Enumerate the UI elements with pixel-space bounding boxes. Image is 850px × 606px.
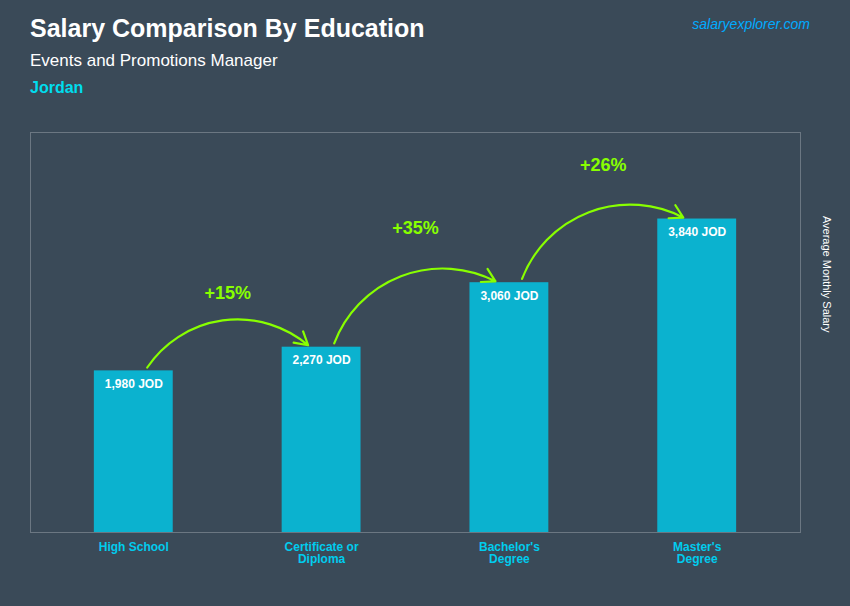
svg-text:3,840 JOD: 3,840 JOD — [668, 225, 726, 239]
html-text:Jordan: Jordan — [30, 79, 84, 96]
svg-text:+15%: +15% — [204, 283, 251, 303]
svg-text:Master'sDegree: Master'sDegree — [673, 540, 722, 566]
svg-text:Bachelor'sDegree: Bachelor'sDegree — [479, 540, 540, 566]
html-text:salaryexplorer.com: salaryexplorer.com — [692, 16, 810, 32]
html-text:Events and Promotions Manager: Events and Promotions Manager — [30, 51, 278, 70]
svg-text:2,270 JOD: 2,270 JOD — [293, 353, 351, 367]
svg-text:High School: High School — [99, 540, 169, 554]
svg-text:1,980 JOD: 1,980 JOD — [105, 377, 163, 391]
svg-text:Certificate orDiploma: Certificate orDiploma — [285, 540, 359, 566]
html-text:Salary Comparison By Education: Salary Comparison By Education — [30, 14, 425, 42]
svg-text:Average Monthly Salary: Average Monthly Salary — [821, 216, 833, 333]
svg-text:+26%: +26% — [580, 155, 627, 175]
svg-text:3,060 JOD: 3,060 JOD — [480, 289, 538, 303]
svg-text:+35%: +35% — [392, 218, 439, 238]
